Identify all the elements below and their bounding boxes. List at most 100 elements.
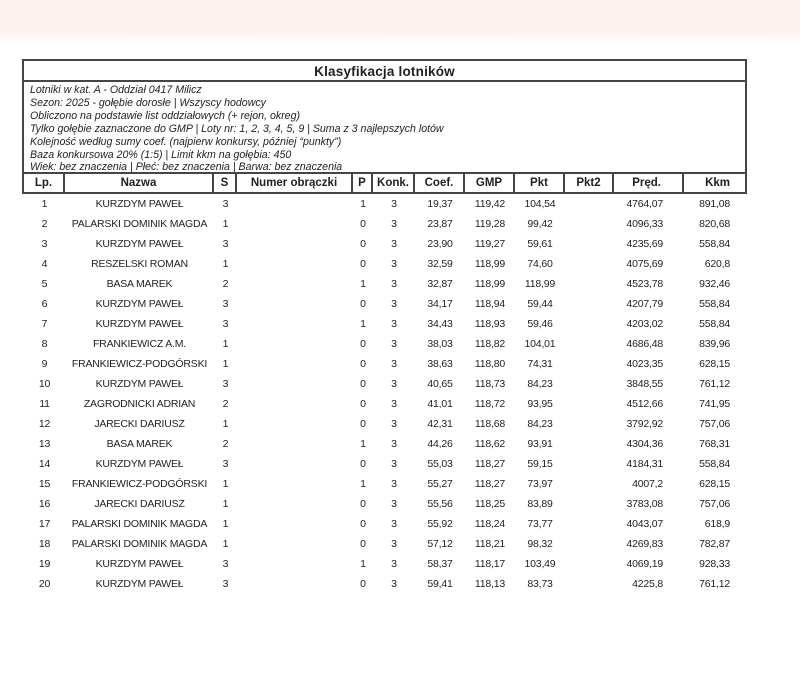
table-cell bbox=[565, 194, 614, 214]
table-cell: 4269,83 bbox=[626, 538, 663, 550]
table-row: 20 KURZDYM PAWEŁ 3 0 3 59,41 118,13 83,73 4225,8… bbox=[24, 574, 745, 594]
document-header-box: Klasyfikacja lotników Lotniki w kat. A -… bbox=[22, 59, 747, 194]
table-cell: PALARSKI DOMINIK MAGDA bbox=[71, 518, 208, 530]
table-cell: 3792,92 bbox=[626, 418, 663, 430]
table-cell: 15 bbox=[38, 478, 51, 490]
table-cell: 891,08 bbox=[699, 198, 730, 210]
table-cell: 32,59 bbox=[427, 258, 453, 270]
info-line: Tylko gołębie zaznaczone do GMP | Loty n… bbox=[30, 122, 444, 135]
table-cell: KURZDYM PAWEŁ bbox=[95, 238, 184, 250]
table-cell: 58,37 bbox=[427, 558, 453, 570]
table-cell: BASA MAREK bbox=[106, 278, 173, 290]
table-cell: 3 bbox=[391, 278, 397, 290]
table-cell: 59,15 bbox=[527, 458, 553, 470]
table-cell: 103,49 bbox=[524, 558, 556, 570]
table-cell bbox=[565, 254, 614, 274]
table-cell: 1 bbox=[222, 538, 229, 550]
table-cell: 118,27 bbox=[474, 458, 506, 470]
table-cell: 10 bbox=[38, 378, 51, 390]
table-cell: 1 bbox=[222, 478, 229, 490]
column-header-6: Coef. bbox=[415, 174, 465, 192]
table-row: 19 KURZDYM PAWEŁ 3 1 3 58,37 118,17 103,49 4069,… bbox=[24, 554, 745, 574]
table-body: 1 KURZDYM PAWEŁ 3 1 3 19,37 119,42 104,54 4764,0… bbox=[24, 194, 745, 594]
table-cell: 19,37 bbox=[427, 198, 453, 210]
table-cell: 1 bbox=[222, 418, 229, 430]
table-cell bbox=[565, 214, 614, 234]
table-cell: 3 bbox=[391, 198, 397, 210]
table-cell bbox=[565, 314, 614, 334]
table-cell: 3 bbox=[222, 558, 229, 570]
table-cell bbox=[565, 434, 614, 454]
table-cell: 3 bbox=[391, 478, 397, 490]
table-cell: 3 bbox=[222, 298, 229, 310]
table-cell: 3 bbox=[391, 398, 397, 410]
table-cell: 3848,55 bbox=[626, 378, 663, 390]
table-cell: 74,60 bbox=[527, 258, 553, 270]
table-cell: 3 bbox=[222, 238, 229, 250]
table-cell: 628,15 bbox=[699, 358, 730, 370]
table-cell: 118,99 bbox=[524, 278, 556, 290]
table-cell: 17 bbox=[38, 518, 51, 530]
table-cell: 3 bbox=[391, 318, 397, 330]
info-line: Sezon: 2025 - gołębie dorosłe | Wszyscy … bbox=[30, 96, 266, 109]
table-cell: 0 bbox=[360, 458, 366, 470]
table-cell: 1 bbox=[360, 278, 366, 290]
table-cell: 1 bbox=[360, 438, 366, 450]
page-top-accent bbox=[0, 0, 800, 48]
table-cell: 14 bbox=[38, 458, 51, 470]
table-cell: PALARSKI DOMINIK MAGDA bbox=[71, 538, 208, 550]
table-cell: 4 bbox=[41, 258, 48, 270]
table-cell: 118,99 bbox=[474, 258, 506, 270]
table-cell: 761,12 bbox=[699, 578, 730, 590]
table-cell bbox=[237, 214, 353, 234]
table-cell: 4184,31 bbox=[626, 458, 663, 470]
table-cell: 761,12 bbox=[699, 378, 730, 390]
table-cell: 558,84 bbox=[699, 298, 730, 310]
table-cell: 0 bbox=[360, 418, 366, 430]
table-cell: 4007,2 bbox=[632, 478, 663, 490]
table-row: 14 KURZDYM PAWEŁ 3 0 3 55,03 118,27 59,15 4184,3… bbox=[24, 454, 745, 474]
table-row: 5 BASA MAREK 2 1 3 32,87 118,99 118,99 4523,78 93… bbox=[24, 274, 745, 294]
table-cell: 820,68 bbox=[699, 218, 730, 230]
table-cell bbox=[237, 534, 353, 554]
table-cell bbox=[565, 494, 614, 514]
table-cell: 0 bbox=[360, 498, 366, 510]
table-row: 15 FRANKIEWICZ-PODGÓRSKI 1 1 3 55,27 118,27 73,… bbox=[24, 474, 745, 494]
table-cell: 4043,07 bbox=[626, 518, 663, 530]
table-cell: 1 bbox=[360, 478, 366, 490]
table-cell bbox=[565, 234, 614, 254]
table-cell bbox=[565, 534, 614, 554]
table-cell: 55,56 bbox=[427, 498, 453, 510]
table-cell bbox=[237, 454, 353, 474]
table-cell bbox=[237, 574, 353, 594]
table-cell: 16 bbox=[38, 498, 51, 510]
table-cell bbox=[237, 554, 353, 574]
table-cell: 0 bbox=[360, 338, 366, 350]
table-row: 17 PALARSKI DOMINIK MAGDA 1 0 3 55,92 118,24 73… bbox=[24, 514, 745, 534]
table-row: 8 FRANKIEWICZ A.M. 1 0 3 38,03 118,82 104,01 468… bbox=[24, 334, 745, 354]
table-cell: 4235,69 bbox=[626, 238, 663, 250]
table-cell: 558,84 bbox=[699, 238, 730, 250]
page-title: Klasyfikacja lotników bbox=[24, 61, 745, 82]
table-cell: 73,77 bbox=[527, 518, 553, 530]
table-cell: 2 bbox=[222, 278, 229, 290]
table-cell: 42,31 bbox=[427, 418, 453, 430]
report-parameters: Lotniki w kat. A - Oddział 0417 Milicz S… bbox=[24, 82, 745, 174]
table-cell: 83,89 bbox=[527, 498, 553, 510]
table-cell: 3 bbox=[222, 198, 229, 210]
table-cell bbox=[565, 414, 614, 434]
table-cell: 4686,48 bbox=[626, 338, 663, 350]
table-cell: 12 bbox=[38, 418, 51, 430]
column-header-8: Pkt bbox=[515, 174, 565, 192]
table-cell: 59,44 bbox=[527, 298, 553, 310]
table-cell bbox=[565, 294, 614, 314]
table-cell bbox=[565, 274, 614, 294]
table-cell: 118,68 bbox=[474, 418, 506, 430]
table-cell: 118,25 bbox=[474, 498, 506, 510]
table-cell: RESZELSKI ROMAN bbox=[91, 258, 188, 270]
table-cell: 3 bbox=[391, 558, 397, 570]
table-cell: FRANKIEWICZ-PODGÓRSKI bbox=[71, 478, 208, 490]
table-cell bbox=[565, 454, 614, 474]
table-cell bbox=[237, 474, 353, 494]
table-cell: 558,84 bbox=[699, 318, 730, 330]
